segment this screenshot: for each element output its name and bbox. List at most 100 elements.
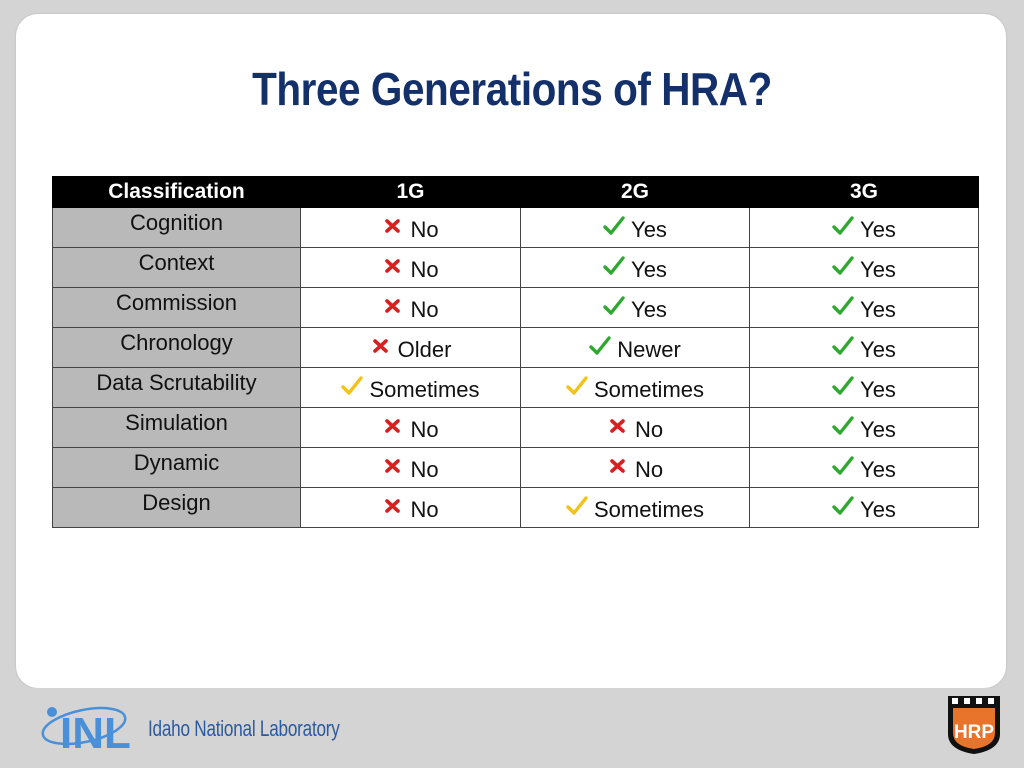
cell-content: No <box>382 415 439 443</box>
row-label: Design <box>52 487 301 528</box>
red-x-icon <box>382 415 404 437</box>
row-label: Data Scrutability <box>52 367 301 408</box>
table-cell: No <box>520 447 750 488</box>
cell-content: Yes <box>832 295 896 323</box>
cell-text: No <box>410 256 439 282</box>
table-row: Dynamic No No Yes <box>52 447 979 488</box>
table-row: Data Scrutability Sometimes Sometimes Yes <box>52 367 979 408</box>
table-cell: Yes <box>749 247 979 288</box>
green-check-icon <box>832 495 854 517</box>
yellow-check-icon <box>341 375 364 397</box>
green-check-icon <box>603 295 625 317</box>
green-check-icon <box>603 255 625 277</box>
cell-content: Yes <box>832 215 896 243</box>
cell-content: No <box>382 455 439 483</box>
table-cell: Yes <box>749 287 979 328</box>
cell-content: No <box>382 495 439 523</box>
cell-content: Yes <box>603 255 667 283</box>
cell-text: Yes <box>631 296 667 322</box>
slide-title: Three Generations of HRA? <box>252 63 772 115</box>
cell-text: Yes <box>860 216 896 242</box>
green-check-icon <box>832 415 854 437</box>
cell-content: No <box>607 417 663 443</box>
table-cell: Yes <box>749 327 979 368</box>
hra-comparison-table: Classification 1G 2G 3G Cognition No Yes Ye… <box>52 176 979 528</box>
cell-text: No <box>410 496 439 522</box>
table-cell: No <box>520 407 750 448</box>
cell-text: Yes <box>631 256 667 282</box>
cell-content: Yes <box>603 215 667 243</box>
column-header-1g: 1G <box>300 176 521 208</box>
cell-text: No <box>410 416 439 442</box>
red-x-icon <box>370 335 392 357</box>
row-label: Chronology <box>52 327 301 368</box>
red-x-icon <box>382 255 404 277</box>
table-cell: Yes <box>520 287 750 328</box>
cell-text: Yes <box>860 336 896 362</box>
red-x-icon <box>382 455 404 477</box>
row-label: Context <box>52 247 301 288</box>
table-cell: Yes <box>749 207 979 248</box>
table-row: Chronology Older Newer Yes <box>52 327 979 368</box>
cell-content: Yes <box>832 415 896 443</box>
green-check-icon <box>832 255 854 277</box>
cell-content: Yes <box>832 255 896 283</box>
cell-content: Yes <box>832 455 896 483</box>
cell-text: Newer <box>617 336 681 362</box>
table-cell: Sometimes <box>520 367 750 408</box>
cell-content: Yes <box>832 335 896 363</box>
table-row: Cognition No Yes Yes <box>52 207 979 248</box>
cell-content: No <box>382 255 439 283</box>
yellow-check-icon <box>566 495 588 517</box>
row-label: Dynamic <box>52 447 301 488</box>
yellow-check-icon <box>566 375 588 397</box>
table-cell: Sometimes <box>520 487 750 528</box>
green-check-icon <box>832 215 854 237</box>
table-cell: Yes <box>749 407 979 448</box>
cell-content: Sometimes <box>566 495 705 523</box>
table-header-row: Classification 1G 2G 3G <box>52 176 979 208</box>
column-header-classification: Classification <box>52 176 301 208</box>
table-cell: No <box>300 407 521 448</box>
cell-text: Sometimes <box>369 376 480 402</box>
red-x-icon <box>382 295 404 317</box>
table-row: Context No Yes Yes <box>52 247 979 288</box>
cell-content: Sometimes <box>566 375 704 403</box>
table-cell: Sometimes <box>300 367 521 408</box>
cell-content: No <box>382 295 439 323</box>
cell-content: Newer <box>589 335 681 363</box>
comparison-table-container: Classification 1G 2G 3G Cognition No Yes Ye… <box>52 176 979 528</box>
row-label: Cognition <box>52 207 301 248</box>
green-check-icon <box>832 375 854 397</box>
cell-text: Yes <box>631 216 667 242</box>
red-x-icon <box>382 215 404 237</box>
cell-text: Yes <box>860 296 896 322</box>
cell-text: Yes <box>860 416 896 442</box>
red-x-icon <box>382 495 404 517</box>
row-label: Commission <box>52 287 301 328</box>
table-cell: No <box>300 487 521 528</box>
cell-text: Sometimes <box>593 496 705 522</box>
green-check-icon <box>589 335 611 357</box>
row-label: Simulation <box>52 407 301 448</box>
table-cell: No <box>300 207 521 248</box>
table-cell: Newer <box>520 327 750 368</box>
cell-content: Yes <box>832 495 896 523</box>
cell-content: Yes <box>603 295 667 323</box>
cell-text: No <box>410 456 439 482</box>
table-cell: Yes <box>520 247 750 288</box>
green-check-icon <box>832 295 854 317</box>
green-check-icon <box>832 455 854 477</box>
cell-text: Yes <box>860 456 896 482</box>
hrp-logo-letters: HRP <box>954 722 994 743</box>
cell-content: Yes <box>832 375 896 403</box>
red-x-icon <box>607 415 629 437</box>
cell-text: No <box>410 216 439 242</box>
table-cell: Yes <box>749 487 979 528</box>
table-cell: No <box>300 447 521 488</box>
cell-text: Yes <box>860 256 896 282</box>
table-cell: Yes <box>520 207 750 248</box>
cell-content: No <box>382 215 439 243</box>
cell-text: Older <box>397 336 452 362</box>
cell-text: No <box>410 296 439 322</box>
